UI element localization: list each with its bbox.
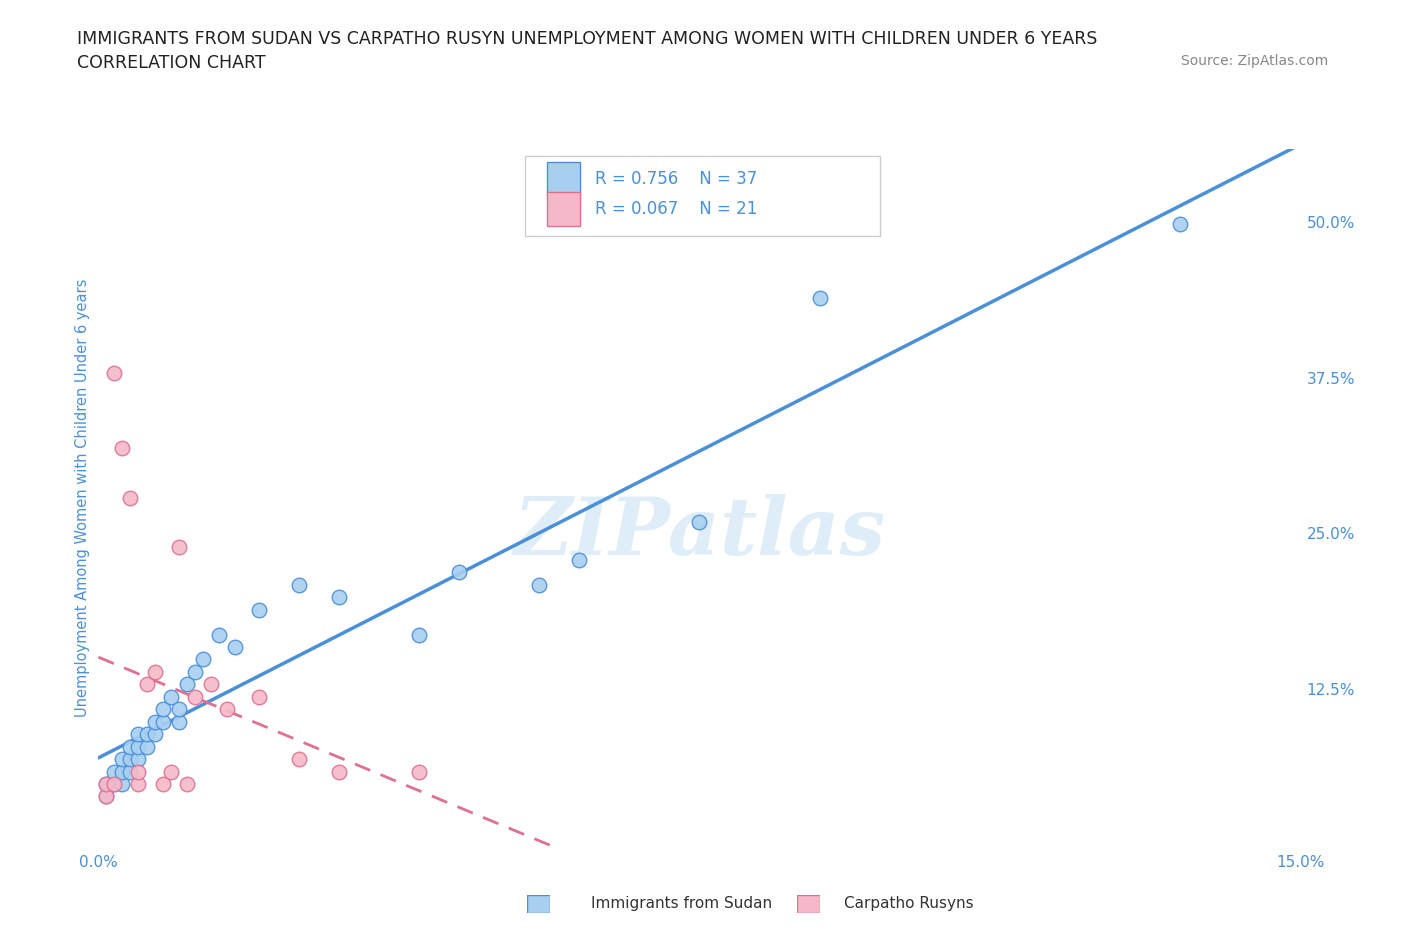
Point bbox=[152, 702, 174, 717]
Point bbox=[408, 764, 430, 779]
Text: 50.0%: 50.0% bbox=[1306, 216, 1355, 231]
Point bbox=[247, 603, 270, 618]
Point bbox=[183, 689, 205, 704]
Point bbox=[208, 627, 231, 642]
Point bbox=[247, 689, 270, 704]
Point bbox=[328, 764, 350, 779]
Point bbox=[135, 739, 157, 754]
Text: 37.5%: 37.5% bbox=[1306, 372, 1355, 387]
Point bbox=[120, 490, 142, 505]
Point bbox=[128, 764, 150, 779]
Point bbox=[135, 677, 157, 692]
Point bbox=[143, 665, 166, 680]
Text: Immigrants from Sudan: Immigrants from Sudan bbox=[591, 897, 772, 911]
Point bbox=[688, 515, 710, 530]
Point bbox=[176, 677, 198, 692]
Point bbox=[96, 777, 118, 791]
Point bbox=[808, 291, 831, 306]
Point bbox=[191, 652, 214, 667]
Point bbox=[103, 365, 125, 380]
Point bbox=[183, 665, 205, 680]
Point bbox=[120, 751, 142, 766]
Text: Source: ZipAtlas.com: Source: ZipAtlas.com bbox=[1181, 54, 1329, 68]
Point bbox=[328, 590, 350, 604]
Point bbox=[200, 677, 222, 692]
Point bbox=[103, 777, 125, 791]
Text: IMMIGRANTS FROM SUDAN VS CARPATHO RUSYN UNEMPLOYMENT AMONG WOMEN WITH CHILDREN U: IMMIGRANTS FROM SUDAN VS CARPATHO RUSYN … bbox=[77, 30, 1098, 47]
Point bbox=[529, 578, 551, 592]
Point bbox=[447, 565, 470, 579]
Point bbox=[152, 714, 174, 729]
Point bbox=[96, 789, 118, 804]
Point bbox=[96, 777, 118, 791]
Point bbox=[120, 739, 142, 754]
Point bbox=[111, 764, 134, 779]
Point bbox=[167, 702, 190, 717]
Text: R = 0.756    N = 37: R = 0.756 N = 37 bbox=[595, 170, 758, 188]
Point bbox=[143, 714, 166, 729]
Point bbox=[224, 640, 246, 655]
Text: 25.0%: 25.0% bbox=[1306, 527, 1355, 542]
Point bbox=[152, 777, 174, 791]
Point bbox=[408, 627, 430, 642]
Point bbox=[568, 552, 591, 567]
FancyBboxPatch shape bbox=[526, 156, 880, 236]
Point bbox=[128, 726, 150, 741]
Point bbox=[103, 764, 125, 779]
Point bbox=[167, 540, 190, 555]
Point bbox=[135, 726, 157, 741]
Point bbox=[159, 689, 181, 704]
Point bbox=[111, 751, 134, 766]
Text: Carpatho Rusyns: Carpatho Rusyns bbox=[844, 897, 973, 911]
Text: R = 0.067    N = 21: R = 0.067 N = 21 bbox=[595, 200, 758, 218]
Point bbox=[128, 751, 150, 766]
Point bbox=[288, 578, 311, 592]
Point bbox=[128, 739, 150, 754]
Point bbox=[288, 751, 311, 766]
Point bbox=[111, 777, 134, 791]
Point bbox=[96, 789, 118, 804]
Point bbox=[167, 714, 190, 729]
FancyBboxPatch shape bbox=[547, 162, 581, 195]
Point bbox=[128, 777, 150, 791]
Point bbox=[111, 440, 134, 455]
Point bbox=[120, 764, 142, 779]
FancyBboxPatch shape bbox=[547, 193, 581, 226]
Point bbox=[215, 702, 238, 717]
Point bbox=[159, 764, 181, 779]
Text: 12.5%: 12.5% bbox=[1306, 684, 1355, 698]
Point bbox=[176, 777, 198, 791]
Point bbox=[103, 777, 125, 791]
Point bbox=[143, 726, 166, 741]
Y-axis label: Unemployment Among Women with Children Under 6 years: Unemployment Among Women with Children U… bbox=[75, 278, 90, 717]
Point bbox=[1170, 216, 1192, 231]
Text: CORRELATION CHART: CORRELATION CHART bbox=[77, 54, 266, 72]
Text: ZIPatlas: ZIPatlas bbox=[513, 494, 886, 571]
